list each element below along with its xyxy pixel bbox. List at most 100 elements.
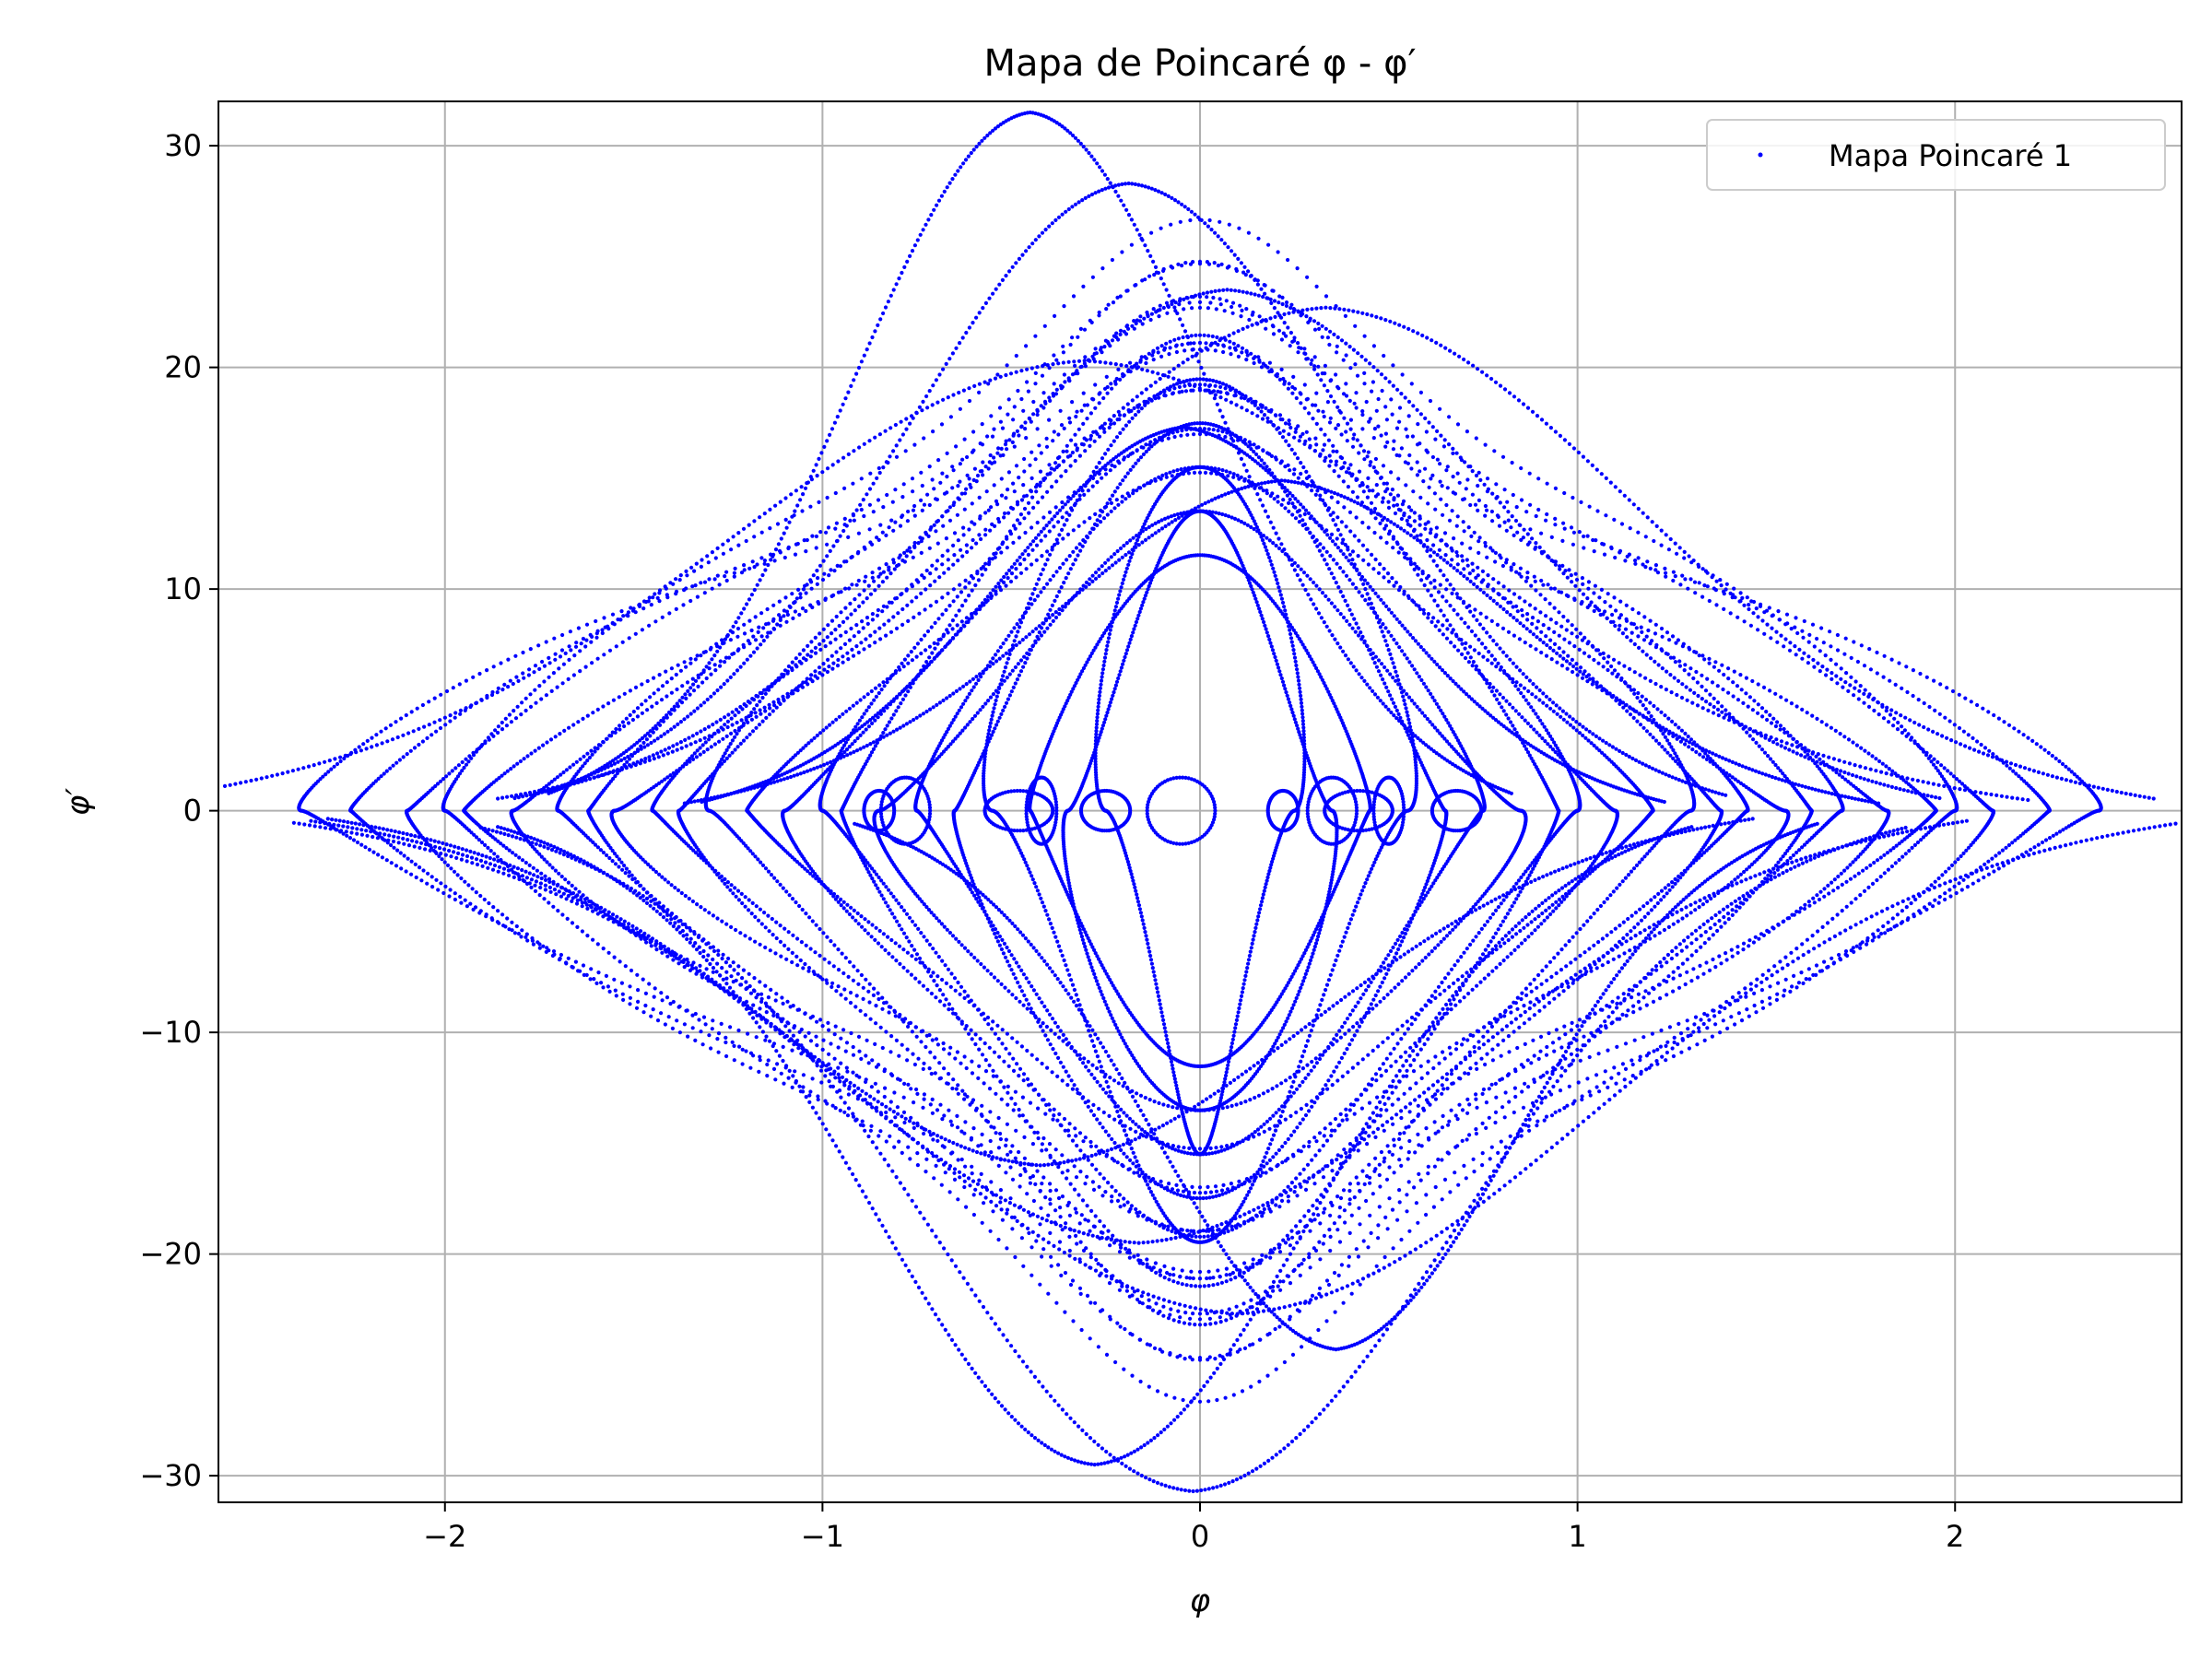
orbit-point xyxy=(1067,1213,1072,1218)
orbit-point xyxy=(1237,226,1241,230)
orbit-point xyxy=(648,695,653,700)
orbit-point xyxy=(1026,389,1030,394)
orbit-point xyxy=(962,1054,967,1059)
orbit-point xyxy=(1091,1187,1097,1192)
orbit-point xyxy=(1861,849,1865,854)
orbit-point xyxy=(870,571,875,575)
orbit-point xyxy=(1814,963,1819,968)
orbit-point xyxy=(1630,1074,1635,1078)
orbit-point xyxy=(1843,636,1848,641)
orbit-point xyxy=(566,677,571,682)
orbit-point xyxy=(595,942,600,947)
orbit-point xyxy=(1975,739,1980,744)
orbit-point xyxy=(2011,769,2016,773)
orbit-point xyxy=(1022,1135,1027,1139)
orbit-point xyxy=(1937,712,1942,716)
orbit-point xyxy=(1671,578,1676,583)
orbit-point xyxy=(1691,967,1696,971)
orbit-point xyxy=(1096,1345,1100,1349)
orbit-point xyxy=(1896,720,1900,725)
orbit-point xyxy=(542,679,547,684)
orbit-point xyxy=(1754,606,1759,611)
orbit-point xyxy=(1678,1031,1684,1036)
orbit-point xyxy=(504,724,510,728)
orbit-point xyxy=(392,845,396,850)
orbit-point xyxy=(1484,1125,1488,1130)
orbit-point xyxy=(1648,936,1653,941)
orbit-point xyxy=(792,1025,796,1030)
orbit-point xyxy=(836,968,841,972)
orbit-point xyxy=(1179,433,1183,438)
orbit-point xyxy=(700,743,705,747)
orbit-point xyxy=(1452,536,1456,541)
orbit-point xyxy=(1399,1163,1404,1168)
orbit-point xyxy=(1534,513,1538,519)
orbit-point xyxy=(474,835,479,840)
orbit-point xyxy=(808,1016,813,1020)
orbit-point xyxy=(1618,613,1623,618)
orbit-point xyxy=(827,960,831,965)
orbit-point xyxy=(773,951,778,956)
orbit-point xyxy=(986,382,991,386)
orbit-point xyxy=(413,862,418,867)
orbit-point xyxy=(357,745,361,749)
orbit-point xyxy=(1679,1050,1684,1054)
orbit-point xyxy=(815,1019,819,1024)
orbit-point xyxy=(1729,1015,1734,1019)
orbit-point xyxy=(513,853,518,857)
orbit-point xyxy=(934,529,938,534)
orbit-point xyxy=(635,706,641,711)
orbit-point xyxy=(1722,592,1726,596)
orbit-point xyxy=(1553,523,1558,527)
orbit-point xyxy=(1579,601,1583,606)
orbit-point xyxy=(965,454,970,460)
orbit-point xyxy=(1240,308,1244,312)
orbit-point xyxy=(1484,1100,1488,1105)
orbit-point xyxy=(1585,1077,1590,1081)
orbit-point xyxy=(748,991,754,995)
orbit-point xyxy=(747,566,752,571)
orbit-point xyxy=(878,523,883,527)
orbit-point xyxy=(732,1043,736,1048)
orbit-point xyxy=(1664,571,1668,575)
orbit-point xyxy=(460,769,465,773)
orbit-point xyxy=(1400,372,1405,377)
orbit-point xyxy=(1830,677,1834,682)
orbit-point xyxy=(1856,697,1861,701)
orbit-point xyxy=(1451,475,1455,479)
orbit-point xyxy=(1444,587,1449,592)
orbit-point xyxy=(1848,863,1853,867)
orbit-point xyxy=(1876,928,1880,933)
orbit-point xyxy=(1992,869,1996,874)
orbit-point xyxy=(382,771,386,776)
orbit-point xyxy=(1886,867,1890,872)
orbit-point xyxy=(1940,873,1945,877)
orbit-point xyxy=(1178,219,1182,224)
orbit-point xyxy=(1618,599,1623,604)
orbit-point xyxy=(1306,320,1311,324)
orbit-point xyxy=(674,672,678,677)
orbit-point xyxy=(547,675,551,679)
orbit-point xyxy=(715,1037,720,1041)
orbit-point xyxy=(1047,1142,1053,1147)
orbit-point xyxy=(1655,571,1661,575)
orbit-point xyxy=(1440,1197,1444,1202)
orbit-point xyxy=(677,1004,682,1008)
orbit-point xyxy=(759,611,764,616)
orbit-point xyxy=(762,561,767,566)
orbit-point xyxy=(1118,1324,1123,1329)
orbit-point xyxy=(1838,956,1842,961)
orbit-point xyxy=(1061,350,1065,355)
orbit-point xyxy=(1671,570,1676,574)
orbit-point xyxy=(747,971,751,976)
orbit-point xyxy=(1288,1243,1292,1248)
orbit-point xyxy=(783,517,788,523)
orbit-point xyxy=(935,1138,940,1143)
orbit-point xyxy=(818,953,822,958)
orbit-point xyxy=(1067,1234,1072,1239)
orbit-point xyxy=(439,881,443,886)
orbit-point xyxy=(688,656,693,661)
orbit-point xyxy=(1842,868,1847,873)
orbit-point xyxy=(1796,981,1801,985)
orbit-point xyxy=(610,612,616,617)
